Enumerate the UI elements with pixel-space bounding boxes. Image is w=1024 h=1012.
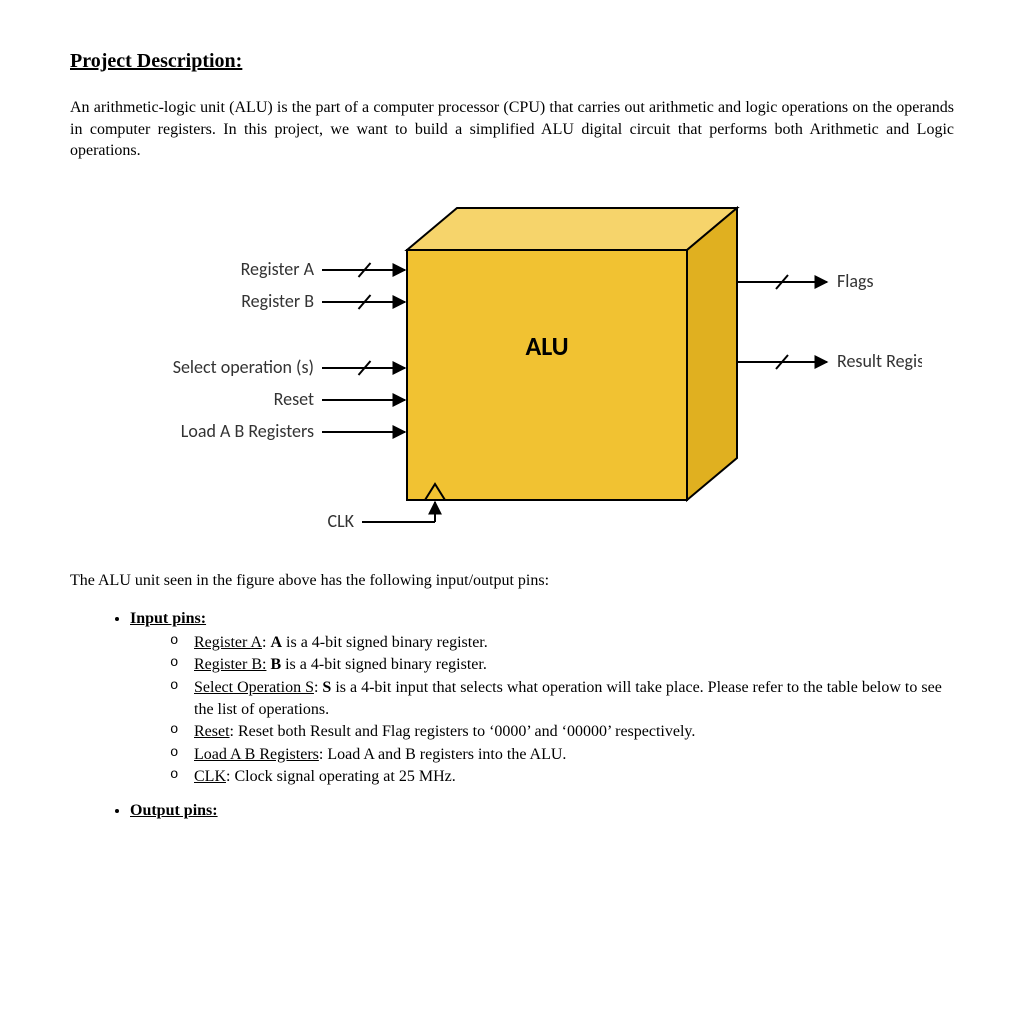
svg-text:CLK: CLK [327,510,354,532]
input-pins-heading: Input pins: [130,610,206,627]
svg-text:Flags: Flags [837,270,874,292]
figure-caption: The ALU unit seen in the figure above ha… [70,572,954,590]
input-pin-item: Reset: Reset both Result and Flag regist… [170,721,954,743]
pin-sections: Input pins: Register A: A is a 4-bit sig… [70,610,954,820]
svg-text:Result Register: Result Register [837,350,922,372]
input-pins-section: Input pins: Register A: A is a 4-bit sig… [130,610,954,788]
output-pins-heading: Output pins: [130,802,218,819]
intro-paragraph: An arithmetic-logic unit (ALU) is the pa… [70,97,954,162]
input-pin-item: Select Operation S: S is a 4-bit input t… [170,677,954,720]
input-pin-item: Register A: A is a 4-bit signed binary r… [170,632,954,654]
svg-text:Register B: Register B [241,290,314,312]
output-pins-section: Output pins: [130,802,954,820]
alu-diagram: ALU Register A Register B Select operation … [70,192,954,542]
input-pin-list: Register A: A is a 4-bit signed binary r… [130,632,954,788]
svg-text:ALU: ALU [525,330,568,362]
svg-text:Load A B Registers: Load A B Registers [181,420,314,442]
input-pin-item: CLK: Clock signal operating at 25 MHz. [170,766,954,788]
svg-text:Register A: Register A [241,258,315,280]
input-pin-item: Load A B Registers: Load A and B registe… [170,744,954,766]
svg-text:Reset: Reset [274,388,314,410]
svg-text:Select operation (s): Select operation (s) [173,356,314,378]
input-pin-item: Register B: B is a 4-bit signed binary r… [170,654,954,676]
page-title: Project Description: [70,50,954,73]
